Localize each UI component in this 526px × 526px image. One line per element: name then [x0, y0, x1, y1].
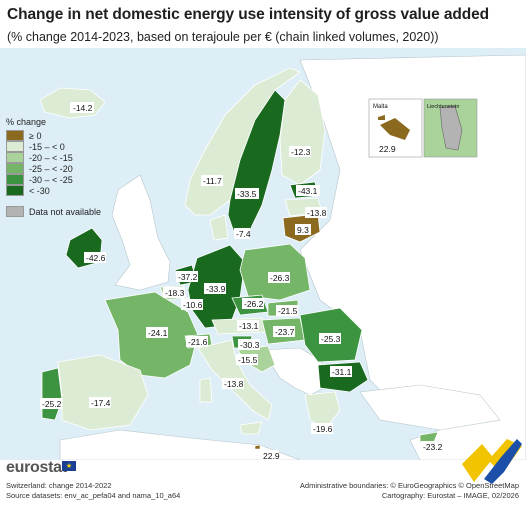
country-italy-sardinia	[199, 377, 213, 403]
label-norway: -11.7	[203, 176, 222, 186]
label-slovakia: -21.5	[278, 306, 298, 316]
label-hungary: -23.7	[275, 327, 295, 337]
label-croatia: -15.5	[238, 355, 258, 365]
country-finland	[279, 79, 326, 186]
footer-source: Source datasets: env_ac_pefa04 and nama_…	[6, 491, 181, 500]
label-france: -24.1	[148, 328, 168, 338]
label-bulgaria: -31.1	[332, 367, 352, 377]
label-germany: -33.9	[206, 284, 226, 294]
map-subtitle: (% change 2014-2023, based on terajoule …	[7, 30, 439, 44]
legend-swatch	[6, 174, 24, 185]
label-estonia: -43.1	[298, 186, 318, 196]
country-italy-sicily	[239, 421, 263, 435]
land-turkey	[359, 384, 501, 431]
label-poland: -26.3	[270, 273, 290, 283]
legend-item: -25 – < -20	[6, 163, 101, 174]
legend-item: -15 – < 0	[6, 141, 101, 152]
legend: % change ≥ 0 -15 – < 0 -20 – < -15 -25 – < …	[6, 117, 101, 217]
legend-label: ≥ 0	[29, 130, 42, 141]
label-czechia: -26.2	[244, 299, 264, 309]
legend-label-not-available: Data not available	[29, 206, 102, 217]
label-italy: -13.8	[224, 379, 244, 389]
label-spain: -17.4	[91, 398, 111, 408]
land-uk	[111, 174, 171, 291]
inset-liechtenstein-name: Liechtenstein	[427, 104, 459, 110]
legend-swatch-not-available	[6, 206, 24, 217]
legend-label: -20 – < -15	[29, 152, 73, 163]
legend-item-not-available: Data not available	[6, 206, 101, 217]
choropleth-map: -14.2 -11.7 -33.5 -12.3 -43.1 -13.8 9.3 …	[0, 48, 526, 460]
legend-item: -30 – < -25	[6, 174, 101, 185]
inset-malta-name: Malta	[373, 104, 388, 110]
label-luxembourg: -10.6	[183, 300, 203, 310]
label-cyprus: -23.2	[423, 442, 443, 452]
inset-malta-value: 22.9	[379, 144, 396, 154]
legend-label: < -30	[29, 185, 50, 196]
eurostat-logo: eurostat	[6, 459, 67, 476]
legend-label: -25 – < -20	[29, 163, 73, 174]
footer-notes: Switzerland: change 2014-2022 Source dat…	[6, 481, 180, 501]
label-latvia: -13.8	[307, 208, 327, 218]
legend-swatch	[6, 163, 24, 174]
label-netherlands: -37.2	[178, 272, 198, 282]
label-switzerland: -21.6	[188, 337, 208, 347]
label-ireland: -42.6	[86, 253, 106, 263]
footer-boundaries: Administrative boundaries: © EuroGeograp…	[299, 481, 519, 490]
legend-item: -20 – < -15	[6, 152, 101, 163]
footer-note-switzerland: Switzerland: change 2014-2022	[6, 481, 112, 490]
label-belgium: -18.3	[165, 288, 185, 298]
legend-swatch	[6, 141, 24, 152]
footer-cartography: Cartography: Eurostat – IMAGE, 02/2026	[381, 491, 519, 500]
label-austria: -13.1	[239, 321, 259, 331]
legend-swatch	[6, 152, 24, 163]
label-sweden: -33.5	[237, 189, 257, 199]
legend-label: -15 – < 0	[29, 141, 65, 152]
legend-title: % change	[6, 117, 47, 127]
country-greece	[304, 391, 341, 431]
legend-swatch	[6, 130, 24, 141]
country-malta	[254, 444, 261, 450]
label-slovenia: -30.3	[240, 340, 260, 350]
label-denmark: -7.4	[236, 229, 251, 239]
label-lithuania: 9.3	[297, 225, 309, 235]
label-portugal: -25.2	[42, 399, 62, 409]
label-greece: -19.6	[313, 424, 333, 434]
label-romania: -25.3	[321, 334, 341, 344]
legend-swatch	[6, 185, 24, 196]
map-title: Change in net domestic energy use intens…	[7, 6, 489, 23]
label-malta: 22.9	[263, 451, 280, 460]
inset-liechtenstein	[423, 98, 478, 158]
eu-flag-icon: ★	[62, 461, 76, 471]
legend-item: ≥ 0	[6, 130, 101, 141]
legend-label: -30 – < -25	[29, 174, 73, 185]
country-denmark	[209, 214, 229, 241]
label-iceland: -14.2	[73, 103, 93, 113]
image-logo-icon	[462, 439, 522, 484]
footer-credits: Administrative boundaries: © EuroGeograp…	[300, 481, 519, 501]
legend-item: < -30	[6, 185, 101, 196]
label-finland: -12.3	[291, 147, 311, 157]
land-balkans	[261, 347, 331, 396]
